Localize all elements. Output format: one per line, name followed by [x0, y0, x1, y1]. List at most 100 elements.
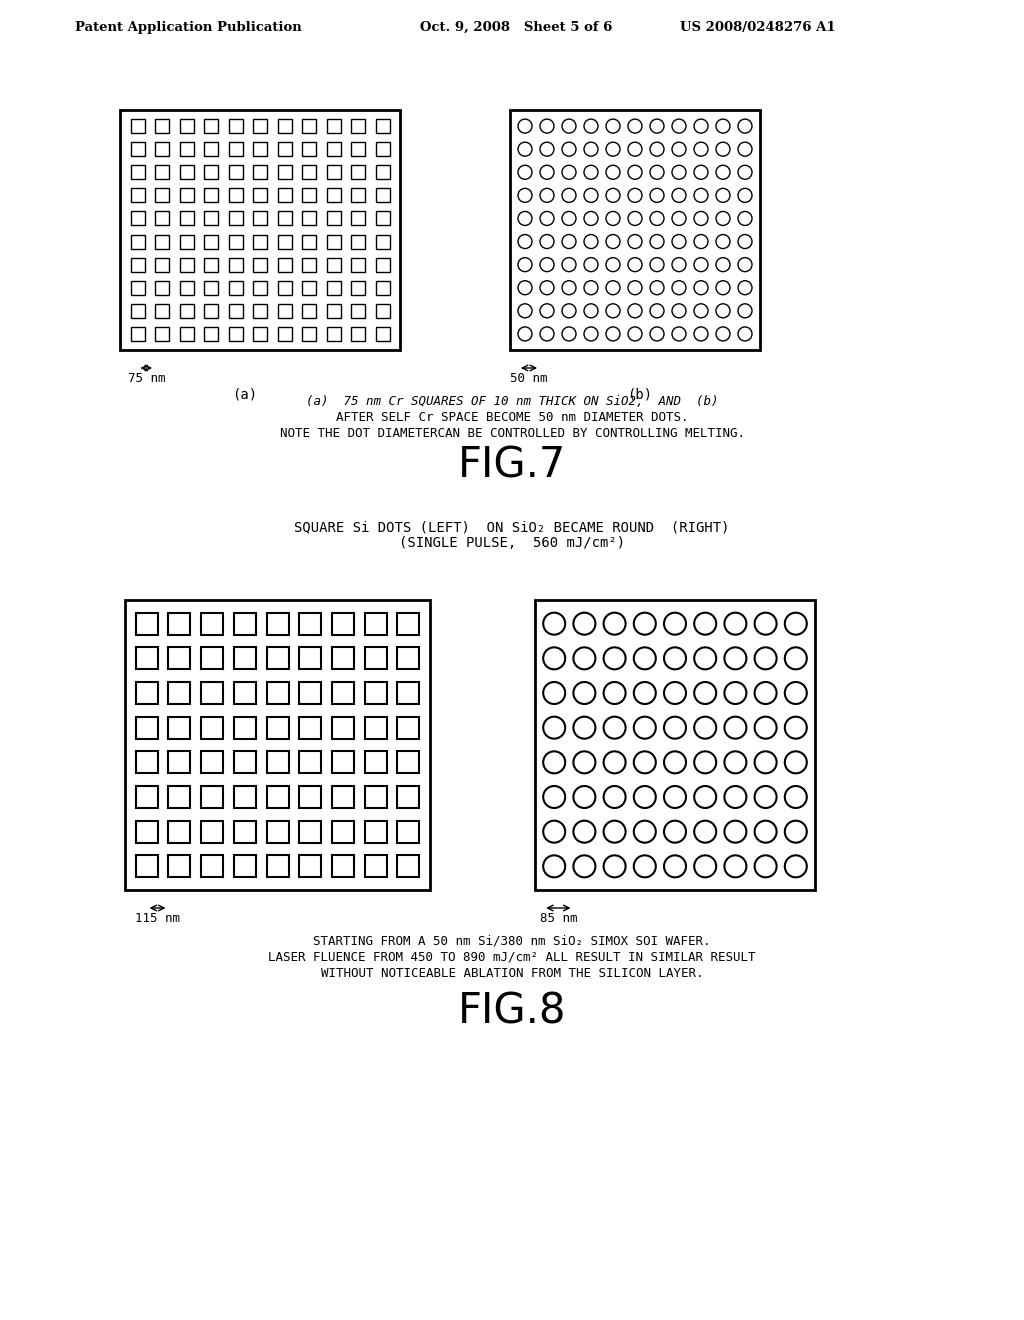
Circle shape: [543, 855, 565, 878]
Bar: [136, 751, 158, 774]
Bar: [253, 281, 267, 294]
Circle shape: [628, 165, 642, 180]
Circle shape: [738, 165, 752, 180]
Circle shape: [634, 647, 655, 669]
Circle shape: [650, 281, 664, 294]
Bar: [266, 717, 289, 739]
Circle shape: [716, 257, 730, 272]
Bar: [299, 751, 322, 774]
Bar: [204, 281, 218, 294]
Circle shape: [784, 821, 807, 842]
Circle shape: [573, 821, 595, 842]
Bar: [228, 165, 243, 180]
Circle shape: [755, 785, 776, 808]
Circle shape: [518, 235, 532, 248]
Circle shape: [664, 717, 686, 739]
Bar: [278, 165, 292, 180]
Circle shape: [694, 304, 708, 318]
Bar: [332, 785, 354, 808]
Circle shape: [540, 257, 554, 272]
Bar: [233, 682, 256, 704]
Bar: [253, 143, 267, 156]
Bar: [130, 304, 144, 318]
Bar: [365, 855, 387, 878]
Bar: [136, 821, 158, 842]
Bar: [204, 189, 218, 202]
Bar: [253, 257, 267, 272]
Bar: [351, 119, 365, 133]
Circle shape: [694, 211, 708, 226]
Bar: [228, 235, 243, 248]
Circle shape: [518, 119, 532, 133]
Bar: [204, 211, 218, 226]
Circle shape: [584, 304, 598, 318]
Bar: [201, 821, 223, 842]
Circle shape: [634, 855, 655, 878]
Bar: [302, 119, 316, 133]
Circle shape: [603, 785, 626, 808]
Circle shape: [716, 281, 730, 294]
Bar: [155, 235, 169, 248]
Circle shape: [634, 682, 655, 704]
Circle shape: [755, 821, 776, 842]
Circle shape: [518, 143, 532, 156]
Circle shape: [672, 304, 686, 318]
Circle shape: [724, 855, 746, 878]
Bar: [351, 143, 365, 156]
Circle shape: [628, 211, 642, 226]
Circle shape: [584, 165, 598, 180]
Bar: [155, 165, 169, 180]
Circle shape: [784, 855, 807, 878]
Circle shape: [540, 327, 554, 341]
Circle shape: [606, 257, 620, 272]
Circle shape: [716, 327, 730, 341]
Bar: [120, 110, 400, 350]
Circle shape: [518, 304, 532, 318]
Text: STARTING FROM A 50 nm Si/380 nm SiO₂ SIMOX SOI WAFER.: STARTING FROM A 50 nm Si/380 nm SiO₂ SIM…: [313, 935, 711, 948]
Circle shape: [573, 612, 595, 635]
Bar: [327, 327, 341, 341]
Circle shape: [694, 717, 716, 739]
Bar: [253, 304, 267, 318]
Bar: [228, 304, 243, 318]
Circle shape: [672, 235, 686, 248]
Bar: [351, 235, 365, 248]
Bar: [228, 281, 243, 294]
Bar: [168, 612, 190, 635]
Bar: [302, 189, 316, 202]
Bar: [179, 165, 194, 180]
Bar: [266, 855, 289, 878]
Circle shape: [784, 682, 807, 704]
Bar: [302, 281, 316, 294]
Circle shape: [650, 211, 664, 226]
Bar: [376, 143, 389, 156]
Circle shape: [694, 785, 716, 808]
Bar: [510, 110, 760, 350]
Circle shape: [755, 751, 776, 774]
Bar: [201, 682, 223, 704]
Bar: [228, 211, 243, 226]
Bar: [376, 211, 389, 226]
Circle shape: [540, 143, 554, 156]
Circle shape: [518, 281, 532, 294]
Bar: [155, 119, 169, 133]
Bar: [299, 647, 322, 669]
Circle shape: [672, 119, 686, 133]
Bar: [204, 257, 218, 272]
Bar: [327, 165, 341, 180]
Bar: [136, 785, 158, 808]
Bar: [266, 821, 289, 842]
Bar: [302, 327, 316, 341]
Bar: [302, 143, 316, 156]
Bar: [201, 647, 223, 669]
Circle shape: [755, 855, 776, 878]
Bar: [397, 612, 419, 635]
Circle shape: [543, 682, 565, 704]
Circle shape: [664, 682, 686, 704]
Bar: [204, 235, 218, 248]
Bar: [168, 855, 190, 878]
Bar: [278, 281, 292, 294]
Circle shape: [755, 612, 776, 635]
Circle shape: [634, 821, 655, 842]
Circle shape: [606, 211, 620, 226]
